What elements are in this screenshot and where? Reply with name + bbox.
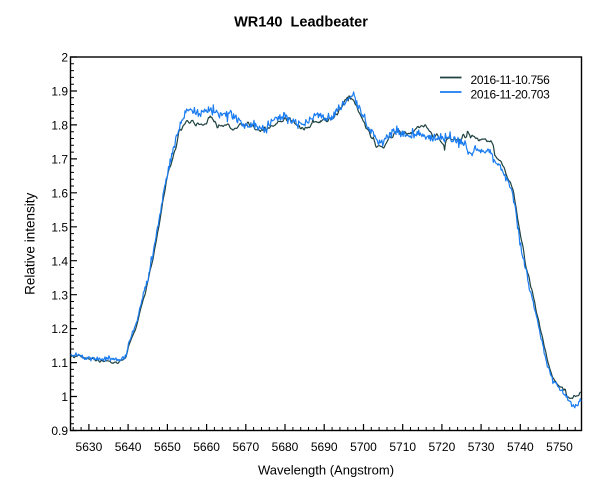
svg-text:5690: 5690 — [311, 440, 338, 454]
svg-text:2016-11-20.703: 2016-11-20.703 — [471, 88, 551, 102]
svg-text:1.8: 1.8 — [51, 119, 68, 133]
svg-text:Wavelength (Angstrom): Wavelength (Angstrom) — [258, 462, 394, 477]
svg-text:1: 1 — [61, 390, 68, 404]
svg-text:5670: 5670 — [232, 440, 259, 454]
svg-text:2016-11-10.756: 2016-11-10.756 — [471, 73, 551, 87]
svg-text:5640: 5640 — [115, 440, 142, 454]
svg-text:5720: 5720 — [429, 440, 456, 454]
svg-text:0.9: 0.9 — [51, 424, 68, 438]
svg-text:5750: 5750 — [546, 440, 573, 454]
svg-text:5710: 5710 — [389, 440, 416, 454]
svg-text:2: 2 — [61, 51, 68, 65]
svg-text:5630: 5630 — [76, 440, 103, 454]
svg-text:1.7: 1.7 — [51, 153, 68, 167]
svg-text:5730: 5730 — [468, 440, 495, 454]
svg-text:1.1: 1.1 — [51, 356, 68, 370]
svg-text:5680: 5680 — [272, 440, 299, 454]
svg-text:1.3: 1.3 — [51, 288, 68, 302]
svg-text:1.2: 1.2 — [51, 322, 68, 336]
svg-text:1.5: 1.5 — [51, 220, 68, 234]
svg-text:5650: 5650 — [154, 440, 181, 454]
svg-text:1.4: 1.4 — [51, 254, 68, 268]
svg-text:WR140 Leadbeater: WR140 Leadbeater — [234, 15, 368, 31]
svg-text:5660: 5660 — [193, 440, 220, 454]
svg-text:5740: 5740 — [507, 440, 534, 454]
svg-text:1.6: 1.6 — [51, 186, 68, 200]
svg-text:5700: 5700 — [350, 440, 377, 454]
svg-text:1.9: 1.9 — [51, 85, 68, 99]
svg-text:Relative intensity: Relative intensity — [23, 193, 38, 295]
